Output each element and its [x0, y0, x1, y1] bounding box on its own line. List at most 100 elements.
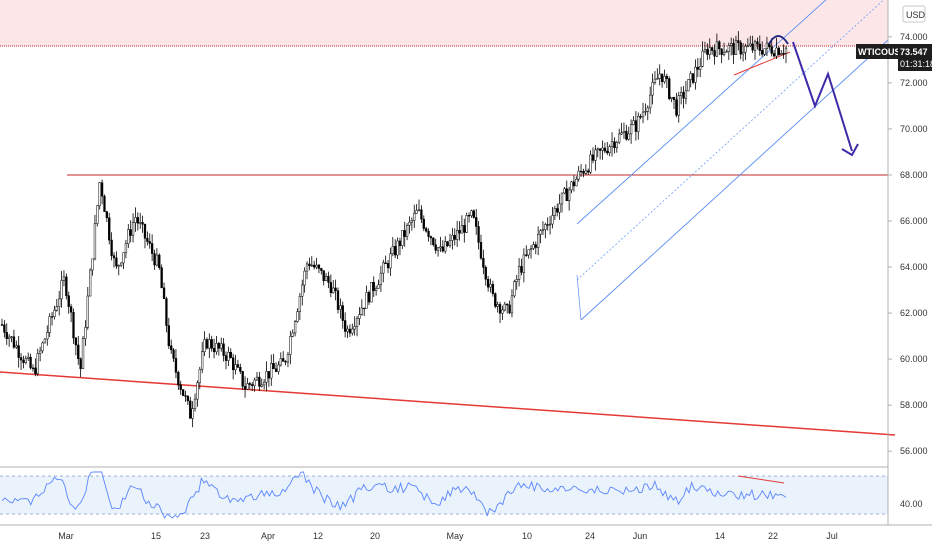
- candle-body: [625, 130, 628, 140]
- candle-body: [372, 282, 375, 291]
- candle-body: [658, 73, 661, 79]
- rsi-line: [1, 471, 787, 519]
- candle-body: [274, 368, 278, 372]
- candle-body: [353, 326, 356, 330]
- candle-body: [741, 51, 745, 55]
- candle-body: [38, 350, 42, 354]
- candle-body: [284, 361, 287, 363]
- candle-body: [448, 240, 452, 247]
- candle-body: [701, 50, 704, 67]
- candle-body: [222, 343, 225, 356]
- candle-body: [329, 282, 333, 294]
- candle-body: [7, 336, 11, 339]
- candle-body: [36, 353, 39, 374]
- candle-body: [522, 254, 526, 273]
- candle-body: [260, 384, 263, 387]
- candle-body: [660, 73, 664, 83]
- candle-body: [179, 384, 182, 390]
- candle-body: [749, 43, 752, 46]
- candle-body: [189, 400, 192, 419]
- candle-body: [622, 130, 626, 133]
- candle-body: [699, 66, 702, 70]
- candle-body: [208, 339, 211, 349]
- candle-body: [575, 178, 578, 187]
- candle-body: [537, 234, 540, 248]
- candle-body: [425, 228, 428, 232]
- candle-body: [637, 116, 640, 132]
- y-tick-label: 70.000: [900, 124, 928, 134]
- candle-body: [408, 221, 411, 226]
- candle-body: [620, 132, 623, 135]
- candle-body: [48, 316, 51, 333]
- candle-body: [22, 359, 25, 363]
- candle-body: [158, 254, 161, 268]
- candle-body: [746, 45, 750, 47]
- candle-body: [131, 222, 135, 236]
- candle-body: [598, 148, 602, 151]
- forecast-path: [792, 41, 853, 152]
- candle-body: [529, 248, 533, 250]
- candle-body: [308, 263, 311, 267]
- candle-body: [317, 264, 321, 269]
- currency-button[interactable]: [902, 5, 926, 23]
- y-tick-label: 74.000: [900, 32, 928, 42]
- candle-body: [401, 230, 404, 246]
- candle-body: [358, 314, 361, 319]
- candle-body: [606, 150, 609, 154]
- candle-body: [501, 309, 504, 314]
- candle-body: [539, 230, 542, 235]
- candle-body: [582, 171, 585, 174]
- candle-body: [577, 170, 580, 180]
- candle-body: [508, 304, 511, 314]
- candle-body: [79, 358, 82, 370]
- candle-body: [355, 318, 359, 327]
- candle-body: [513, 281, 516, 297]
- candle-body: [141, 222, 144, 225]
- candle-body: [596, 148, 599, 151]
- candle-body: [467, 215, 471, 217]
- candle-body: [191, 408, 194, 419]
- candle-body: [231, 357, 235, 371]
- candle-body: [725, 51, 728, 53]
- candle-body: [379, 272, 383, 286]
- candle-body: [360, 307, 363, 315]
- candle-body: [346, 328, 349, 332]
- candle-body: [656, 78, 659, 80]
- candle-body: [756, 41, 759, 45]
- candle-body: [436, 247, 440, 251]
- candle-body: [201, 351, 204, 370]
- candle-body: [15, 345, 18, 348]
- candle-body: [324, 275, 328, 282]
- candle-body: [618, 133, 621, 143]
- candle-body: [305, 263, 309, 272]
- candle-body: [558, 203, 561, 213]
- candle-body: [124, 243, 128, 253]
- candle-body: [432, 237, 435, 246]
- candle-body: [160, 267, 163, 289]
- candle-body: [298, 296, 302, 312]
- candle-body: [134, 217, 137, 223]
- candle-body: [608, 146, 611, 154]
- candle-body: [429, 236, 433, 239]
- candle-body: [0, 324, 4, 326]
- candle-body: [613, 141, 616, 148]
- candle-body: [69, 306, 73, 313]
- candle-body: [143, 223, 147, 239]
- candle-body: [162, 287, 166, 299]
- candle-body: [591, 154, 595, 161]
- y-axis-ticks: 74.000 72.000 70.000 68.000 66.000 64.000 62.0…: [888, 32, 928, 456]
- candle-body: [236, 364, 240, 368]
- candle-body: [220, 343, 223, 349]
- candle-body: [119, 262, 123, 266]
- candle-body: [548, 223, 552, 226]
- candle-body: [460, 225, 464, 234]
- candle-body: [761, 50, 764, 55]
- candle-body: [510, 295, 514, 314]
- candle-body: [463, 225, 466, 233]
- candle-body: [153, 253, 156, 266]
- candle-body: [315, 264, 318, 268]
- candle-body: [31, 367, 35, 369]
- top-arc: [768, 35, 789, 45]
- candle-body: [641, 111, 645, 118]
